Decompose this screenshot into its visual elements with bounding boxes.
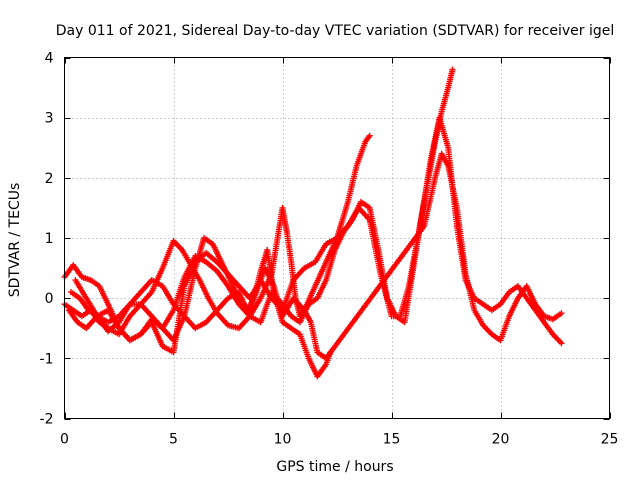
ticks-layer: 0 5 10 15 20 25 -2 -1 0 1 2 3 4 xyxy=(40,51,619,448)
chart-title: Day 011 of 2021, Sidereal Day-to-day VTE… xyxy=(56,23,615,39)
x-tick-label: 15 xyxy=(383,432,401,448)
x-axis-label: GPS time / hours xyxy=(276,459,393,475)
y-tick-label: -1 xyxy=(40,351,54,367)
data-point xyxy=(449,66,456,73)
data-layer xyxy=(61,66,565,380)
series-track-d xyxy=(65,66,456,356)
y-tick-label: 4 xyxy=(45,51,54,67)
y-tick-label: 2 xyxy=(45,171,54,187)
data-point xyxy=(558,340,565,347)
x-tick-label: 25 xyxy=(601,432,619,448)
x-tick-label: 20 xyxy=(492,432,510,448)
series-track-e xyxy=(72,150,565,362)
data-point xyxy=(558,310,565,317)
y-tick-label: 3 xyxy=(45,111,54,127)
y-axis-label: SDTVAR / TECUs xyxy=(7,183,23,298)
x-tick-label: 10 xyxy=(274,432,292,448)
y-tick-label: 0 xyxy=(45,291,54,307)
x-tick-label: 5 xyxy=(169,432,178,448)
series-track-c xyxy=(68,114,565,347)
y-tick-label: -2 xyxy=(40,412,54,428)
y-tick-label: 1 xyxy=(45,231,54,247)
data-point xyxy=(366,132,373,139)
x-tick-label: 0 xyxy=(60,432,69,448)
